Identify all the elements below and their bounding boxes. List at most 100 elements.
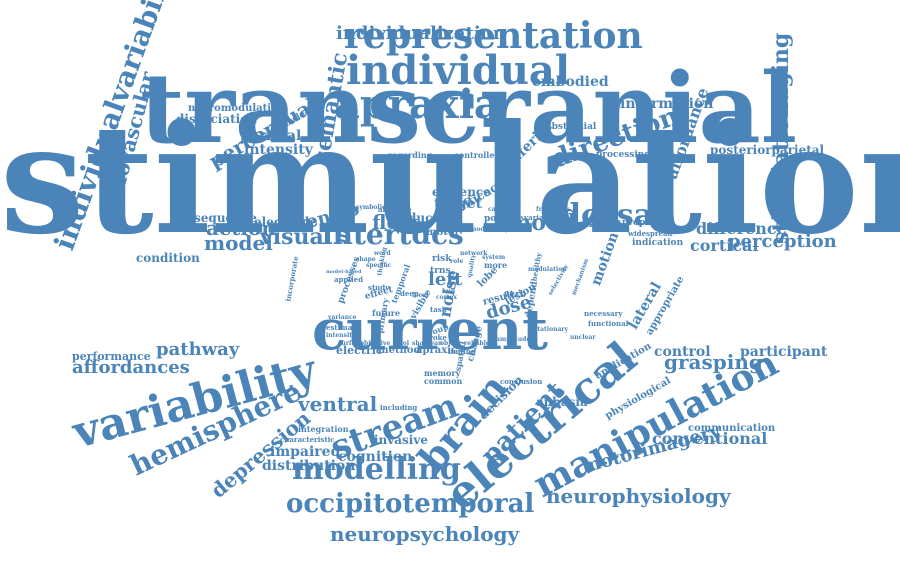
cloud-word: transcranial [140,52,798,166]
cloud-word: modulatory [470,226,509,234]
cloud-word: indication [632,237,684,248]
cloud-word: unclear [570,334,596,342]
cloud-word: amplitude [496,336,531,344]
cloud-word: word [374,250,391,258]
cloud-word: frequency [536,206,570,214]
cloud-word: common [424,376,463,387]
cloud-word: variable [524,213,556,223]
cloud-word: ventral [298,391,378,416]
cloud-word: electric [336,343,383,357]
cloud-word: information [620,95,714,112]
cloud-word: finding [448,347,476,357]
cloud-word: mood [508,209,577,236]
cloud-word: deficit [402,224,431,235]
cloud-word: current [312,297,549,364]
cloud-word: motor [426,226,460,238]
cloud-word: necessary [584,309,623,319]
cloud-word: widespread [628,229,673,239]
cloud-word: mean [424,340,443,348]
cloud-word: neurophysiology [546,483,731,508]
cloud-word: objective [360,340,391,348]
cloud-word: shape [356,256,376,264]
cloud-word: intensity [244,141,313,158]
cloud-word: model [204,230,273,255]
cloud-word: trns [430,265,451,276]
cloud-word: impaired [270,443,341,460]
cloud-word: intertdcs [322,218,464,252]
cloud-word: surface [338,340,363,348]
cloud-word: perception [728,231,837,253]
cloud-word: hub [442,288,455,296]
cloud-word: capability [488,206,521,214]
cloud-word: integration [298,424,349,435]
cloud-word: estimate [326,323,360,333]
cloud-word: embodied [532,73,609,90]
cloud-word: dorsal [560,198,665,234]
cloud-word: dissociation [176,112,257,127]
cloud-word: conventional [652,428,768,448]
cloud-word: study [368,283,390,293]
cloud-word: parietal [240,127,302,144]
cloud-word: reliable [464,340,490,348]
cloud-word: variance [328,314,357,322]
cloud-word: regarding [388,150,433,161]
cloud-word: neuromodulation [188,102,285,114]
cloud-word: substantial [540,121,597,132]
cloud-word: modelling [292,452,461,488]
cloud-word: verb [504,289,526,300]
cloud-word: including [380,403,418,413]
cloud-word: model-based [326,268,362,275]
cloud-word: difference [696,218,787,238]
cloud-word: visual [260,223,333,250]
cloud-word: pathway [156,339,240,361]
cloud-word: performance [72,349,151,363]
cloud-word: reduce [394,211,441,226]
cloud-word: stroke [422,333,447,343]
cloud-word: method [378,344,421,356]
cloud-word: network [460,250,488,258]
cloud-word: affordances [72,357,190,379]
cloud-word: apraxic [416,344,458,356]
cloud-word: cognition [338,448,413,465]
cloud-word: distribution [262,457,356,474]
cloud-word: positive [484,213,524,224]
cloud-word: flow [372,209,418,234]
cloud-word: consequence [170,211,257,226]
cloud-word: characteristic [280,435,335,445]
cloud-word: communication [688,422,776,434]
cloud-word: controlled [454,150,501,161]
cloud-word: role [450,258,464,266]
cloud-word: intensities [326,332,362,340]
cloud-word: risk [432,253,452,264]
cloud-word: stimulationaging [767,32,794,244]
cloud-word: tool [396,340,410,348]
cloud-word: occipitotemporal [286,488,535,519]
cloud-word: cortical [690,235,759,255]
cloud-word: object [440,340,461,348]
cloud-word: condition [136,251,200,266]
cloud-word: affective [378,205,412,215]
cloud-word: target [434,195,483,212]
cloud-word: individualization [336,23,506,45]
cloud-word: cortex [436,294,457,302]
cloud-word: applied [334,275,363,285]
cloud-word: montage [568,218,617,230]
cloud-word: control [654,343,711,360]
cloud-word: functional [588,319,629,329]
cloud-word: action [206,215,276,240]
cloud-word: stimulation [0,92,900,268]
cloud-word: apraxia [334,81,500,129]
cloud-word: specific [366,262,392,270]
cloud-word: symbolic [356,204,386,212]
cloud-word: modulation [528,266,567,274]
cloud-word: participant [740,343,828,360]
cloud-word: stationary [534,326,568,334]
cloud-word: representation [344,15,643,58]
cloud-word: focal [412,292,429,300]
cloud-word: processing [596,149,651,160]
cloud-word: aphasia [536,395,588,410]
cloud-word: neuropsychology [330,521,520,546]
cloud-word: more [484,260,508,271]
cloud-word: posteriorparietal [710,143,825,158]
